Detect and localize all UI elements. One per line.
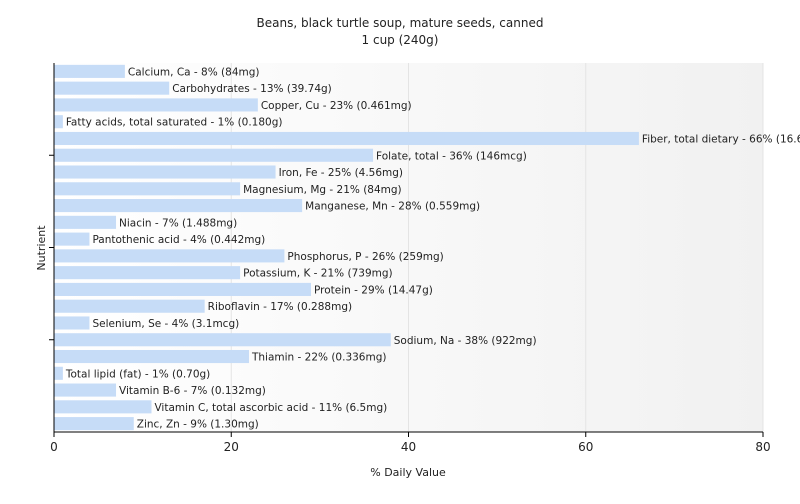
bar xyxy=(54,266,241,280)
bar-data-label: Zinc, Zn - 9% (1.30mg) xyxy=(137,419,259,431)
bar-data-label: Thiamin - 22% (0.336mg) xyxy=(251,352,387,364)
bar xyxy=(54,383,117,397)
bar-data-label: Riboflavin - 17% (0.288mg) xyxy=(208,301,352,313)
bar xyxy=(54,333,391,347)
bar-data-label: Niacin - 7% (1.488mg) xyxy=(119,217,237,229)
bar-data-label: Total lipid (fat) - 1% (0.70g) xyxy=(65,368,210,380)
bar xyxy=(54,282,312,296)
bar-data-label: Manganese, Mn - 28% (0.559mg) xyxy=(305,201,480,213)
bar xyxy=(54,316,90,330)
bar-data-label: Vitamin C, total ascorbic acid - 11% (6.… xyxy=(154,402,387,414)
bar xyxy=(54,64,125,78)
bar-data-label: Sodium, Na - 38% (922mg) xyxy=(394,335,537,347)
bar xyxy=(54,148,374,162)
bar xyxy=(54,249,285,263)
bar-data-label: Potassium, K - 21% (739mg) xyxy=(243,268,393,280)
bar xyxy=(54,199,303,213)
bar-data-label: Selenium, Se - 4% (3.1mcg) xyxy=(92,318,239,330)
bar-data-label: Fatty acids, total saturated - 1% (0.180… xyxy=(66,117,283,129)
bar-data-label: Folate, total - 36% (146mcg) xyxy=(376,150,527,162)
x-tick-label: 80 xyxy=(755,440,770,454)
bar xyxy=(54,165,276,179)
bar-data-label: Carbohydrates - 13% (39.74g) xyxy=(172,83,332,95)
bar xyxy=(54,232,90,246)
x-tick-label: 20 xyxy=(224,440,239,454)
y-axis-title: Nutrient xyxy=(35,225,48,271)
chart-title: Beans, black turtle soup, mature seeds, … xyxy=(257,16,544,30)
plot-area: Calcium, Ca - 8% (84mg) Carbohydrates - 1… xyxy=(49,63,800,454)
chart-subtitle: 1 cup (240g) xyxy=(362,33,439,47)
bar xyxy=(54,115,63,129)
bar xyxy=(54,182,241,196)
x-axis-title: % Daily Value xyxy=(370,466,446,479)
bar xyxy=(54,98,258,112)
bar xyxy=(54,349,249,364)
bar-data-label: Iron, Fe - 25% (4.56mg) xyxy=(279,167,403,179)
bar-data-label: Pantothenic acid - 4% (0.442mg) xyxy=(92,234,265,246)
x-tick-label: 40 xyxy=(401,440,416,454)
bar xyxy=(54,417,134,431)
bar xyxy=(54,131,639,146)
bar xyxy=(54,81,170,95)
bar-data-label: Vitamin B-6 - 7% (0.132mg) xyxy=(119,385,266,397)
bar-data-label: Protein - 29% (14.47g) xyxy=(314,284,433,296)
bar-data-label: Copper, Cu - 23% (0.461mg) xyxy=(261,100,412,112)
bar-data-label: Fiber, total dietary - 66% (16.6g) xyxy=(642,133,800,145)
bar-data-label: Calcium, Ca - 8% (84mg) xyxy=(128,66,260,78)
bar xyxy=(54,366,63,380)
bar xyxy=(54,400,152,414)
bar-data-label: Magnesium, Mg - 21% (84mg) xyxy=(243,184,402,196)
x-tick-label: 60 xyxy=(578,440,593,454)
bar-data-label: Phosphorus, P - 26% (259mg) xyxy=(287,251,443,263)
x-tick-label: 0 xyxy=(50,440,58,454)
bar xyxy=(54,299,205,313)
bar xyxy=(54,215,117,229)
